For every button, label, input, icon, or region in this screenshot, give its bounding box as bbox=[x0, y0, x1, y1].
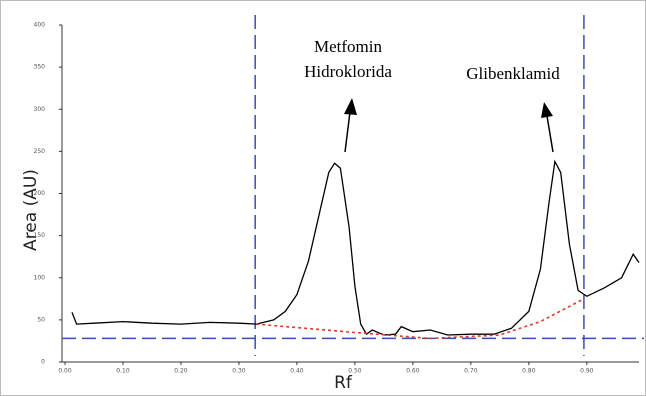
x-tick-label: 0.20 bbox=[174, 368, 188, 375]
annotation: Glibenklamid bbox=[466, 64, 560, 83]
y-axis-label: Area (AU) bbox=[21, 169, 41, 251]
annotation: Metfomin bbox=[314, 37, 382, 56]
line bbox=[71, 159, 640, 336]
y-tick-label: 300 bbox=[34, 106, 46, 113]
x-tick-label: 0.90 bbox=[580, 368, 594, 375]
arrow bbox=[546, 115, 554, 153]
x-tick-label: 0.10 bbox=[116, 368, 130, 375]
x-tick-label: 0.00 bbox=[58, 368, 72, 375]
y-tick-label: 100 bbox=[34, 274, 46, 281]
x-tick-label: 0.70 bbox=[464, 368, 478, 375]
x-axis-label: Rf bbox=[334, 373, 353, 393]
y-tick-label: 150 bbox=[34, 232, 46, 239]
arrow-head bbox=[541, 102, 553, 118]
y-tick-label: 50 bbox=[37, 316, 45, 323]
arrow bbox=[344, 111, 351, 153]
y-tick-label: 250 bbox=[34, 148, 46, 155]
line bbox=[256, 298, 585, 340]
x-tick-label: 0.40 bbox=[290, 368, 304, 375]
y-tick-label: 200 bbox=[34, 190, 46, 197]
arrow-head bbox=[344, 98, 357, 115]
y-tick-label: 350 bbox=[34, 64, 46, 71]
annotation: Hidroklorida bbox=[304, 62, 392, 81]
y-tick-label: 0 bbox=[41, 359, 45, 366]
x-tick-label: 0.80 bbox=[522, 368, 536, 375]
x-tick-label: 0.30 bbox=[232, 368, 246, 375]
x-tick-label: 0.60 bbox=[406, 368, 420, 375]
y-tick-label: 400 bbox=[34, 22, 46, 29]
x-tick-label: 0.50 bbox=[348, 368, 362, 375]
